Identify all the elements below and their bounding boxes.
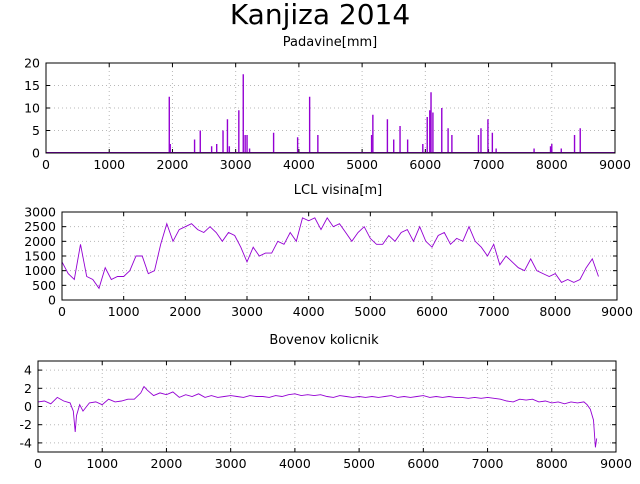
- lcl-height-y-tick-label: 1500: [24, 249, 56, 264]
- lcl-height-x-tick-label: 8000: [539, 304, 571, 319]
- panel-bowen-ratio: Bovenov kolicnik 0 1000 2000 3000 4000 5000 60…: [20, 333, 632, 471]
- bowen-ratio-y-tick-label: 4: [24, 363, 32, 378]
- lcl-height-y-tick-label: 3000: [24, 205, 56, 220]
- lcl-height-series-line: [61, 217, 599, 290]
- bowen-ratio-x-tick-label: 0: [34, 456, 42, 471]
- precipitation-y-tick-label: 5: [32, 123, 40, 138]
- bowen-ratio-x-tick-label: 6000: [407, 456, 439, 471]
- lcl-height-x-tick-label: 1000: [108, 304, 140, 319]
- lcl-height-x-tick-label: 6000: [416, 304, 448, 319]
- lcl-height-x-tick-label: 5000: [354, 304, 386, 319]
- bowen-ratio-x-tick-label: 4000: [279, 456, 311, 471]
- precipitation-x-tick-label: 7000: [473, 157, 505, 172]
- lcl-height-x-tick-label: 0: [58, 304, 66, 319]
- precipitation-x-tick-label: 4000: [283, 157, 315, 172]
- bowen-ratio-x-tick-label: 5000: [343, 456, 375, 471]
- precipitation-x-tick-label: 5000: [346, 157, 378, 172]
- panel-title-precipitation: Padavine[mm]: [283, 35, 377, 50]
- precipitation-x-tick-label: 2000: [157, 157, 189, 172]
- precipitation-plot-frame: [45, 62, 616, 154]
- panel-precipitation: Padavine[mm] 0 1000 2000 3000 4000 5000 6000 70…: [24, 35, 631, 172]
- bowen-ratio-y-tick-label: -2: [20, 417, 32, 432]
- bowen-ratio-y-tick-label: 0: [24, 399, 32, 414]
- lcl-height-x-tick-label: 2000: [169, 304, 201, 319]
- lcl-height-x-tick-label: 7000: [478, 304, 510, 319]
- lcl-height-y-tick-label: 1000: [24, 263, 56, 278]
- bowen-ratio-x-tick-label: 1000: [86, 456, 118, 471]
- lcl-height-x-tick-label: 3000: [231, 304, 263, 319]
- lcl-height-y-tick-label: 2000: [24, 234, 56, 249]
- bowen-ratio-y-tick-label: 2: [24, 381, 32, 396]
- bowen-ratio-x-tick-label: 2000: [151, 456, 183, 471]
- panel-title-lcl-height: LCL visina[m]: [294, 183, 382, 198]
- precipitation-x-tick-label: 1000: [93, 157, 125, 172]
- precipitation-y-tick-label: 0: [32, 146, 40, 161]
- lcl-height-plot-frame: [61, 211, 618, 301]
- lcl-height-x-tick-label: 9000: [601, 304, 633, 319]
- precipitation-x-tick-label: 6000: [409, 157, 441, 172]
- precipitation-y-tick-label: 15: [24, 78, 40, 93]
- bowen-ratio-x-tick-label: 3000: [215, 456, 247, 471]
- precipitation-x-tick-label: 3000: [220, 157, 252, 172]
- bowen-ratio-plot-frame: [37, 360, 617, 453]
- bowen-ratio-series-line: [37, 385, 598, 448]
- panel-lcl-height: LCL visina[m] 0 1000 2000 3000 4000 5000 6000 7…: [24, 183, 633, 319]
- lcl-height-y-tick-label: 0: [48, 293, 56, 308]
- precipitation-x-tick-label: 8000: [536, 157, 568, 172]
- bowen-ratio-x-tick-label: 8000: [536, 456, 568, 471]
- bowen-ratio-y-tick-label: -4: [20, 435, 33, 450]
- figure-title: Kanjiza 2014: [230, 0, 410, 31]
- lcl-height-x-tick-label: 4000: [293, 304, 325, 319]
- precipitation-y-tick-label: 20: [24, 56, 40, 71]
- lcl-height-y-tick-label: 500: [32, 278, 56, 293]
- precipitation-x-tick-label: 0: [42, 157, 50, 172]
- bowen-ratio-x-tick-label: 9000: [600, 456, 632, 471]
- bowen-ratio-x-tick-label: 7000: [472, 456, 504, 471]
- precipitation-y-tick-label: 10: [24, 101, 40, 116]
- panel-title-bowen-ratio: Bovenov kolicnik: [269, 333, 379, 348]
- lcl-height-y-tick-label: 2500: [24, 219, 56, 234]
- precipitation-x-tick-label: 9000: [599, 157, 631, 172]
